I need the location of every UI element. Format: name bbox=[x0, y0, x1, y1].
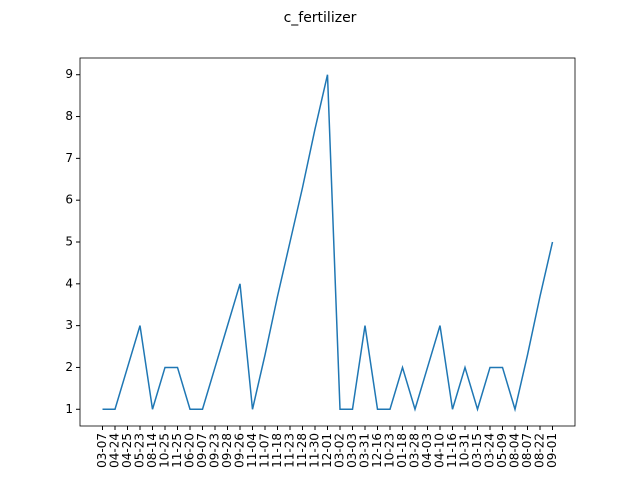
line-series bbox=[102, 74, 554, 413]
x-tick-label: 09-01 bbox=[545, 433, 559, 468]
y-tick-label: 4 bbox=[65, 276, 73, 290]
x-tick-label: 08-07 bbox=[520, 433, 534, 468]
x-tick-label: 03-28 bbox=[408, 433, 422, 468]
x-tick-label: 12-16 bbox=[370, 433, 384, 468]
x-tick-label: 11-23 bbox=[283, 433, 297, 468]
x-tick-label: 11-16 bbox=[445, 433, 459, 468]
x-tick-label: 05-09 bbox=[495, 433, 509, 468]
y-tick-label: 3 bbox=[65, 318, 73, 332]
y-tick-label: 9 bbox=[65, 67, 73, 81]
chart-title: c_fertilizer bbox=[284, 10, 357, 26]
x-tick-label: 09-26 bbox=[233, 433, 247, 468]
y-tick-label: 8 bbox=[65, 109, 73, 123]
x-tick-label: 09-07 bbox=[195, 433, 209, 468]
x-tick-label: 11-30 bbox=[308, 433, 322, 468]
x-tick-label: 01-18 bbox=[395, 433, 409, 468]
y-tick-label: 6 bbox=[65, 193, 73, 207]
x-tick-label: 04-10 bbox=[433, 433, 447, 468]
x-tick-label: 03-15 bbox=[470, 433, 484, 468]
x-tick-label: 09-28 bbox=[220, 433, 234, 468]
x-tick-label: 03-03 bbox=[345, 433, 359, 468]
x-tick-label: 08-04 bbox=[508, 433, 522, 468]
x-tick-label: 03-31 bbox=[358, 433, 372, 468]
x-tick-label: 04-24 bbox=[108, 433, 122, 468]
x-tick-label: 03-02 bbox=[333, 433, 347, 468]
x-tick-label: 08-14 bbox=[145, 433, 159, 468]
x-tick-label: 11-25 bbox=[170, 433, 184, 468]
x-tick-label: 03-24 bbox=[483, 433, 497, 468]
x-tick-label: 06-20 bbox=[183, 433, 197, 468]
x-tick-label: 10-25 bbox=[158, 433, 172, 468]
y-tick-label: 1 bbox=[65, 402, 73, 416]
x-tick-label: 11-28 bbox=[295, 433, 309, 468]
x-tick-label: 10-31 bbox=[458, 433, 472, 468]
y-tick-label: 5 bbox=[65, 235, 73, 249]
x-tick-label: 05-23 bbox=[133, 433, 147, 468]
plot-frame bbox=[79, 57, 576, 427]
x-tick-label: 11-18 bbox=[270, 433, 284, 468]
x-tick-label: 03-07 bbox=[95, 433, 109, 468]
x-tick-label: 09-23 bbox=[208, 433, 222, 468]
x-tick-label: 11-04 bbox=[245, 433, 259, 468]
y-tick-label: 7 bbox=[65, 151, 73, 165]
x-tick-label: 10-23 bbox=[383, 433, 397, 468]
x-tick-label: 11-07 bbox=[258, 433, 272, 468]
y-tick-label: 2 bbox=[65, 360, 73, 374]
x-tick-label: 04-25 bbox=[120, 433, 134, 468]
x-tick-label: 12-01 bbox=[320, 433, 334, 468]
x-tick-label: 04-03 bbox=[420, 433, 434, 468]
x-tick-label: 08-22 bbox=[533, 433, 547, 468]
